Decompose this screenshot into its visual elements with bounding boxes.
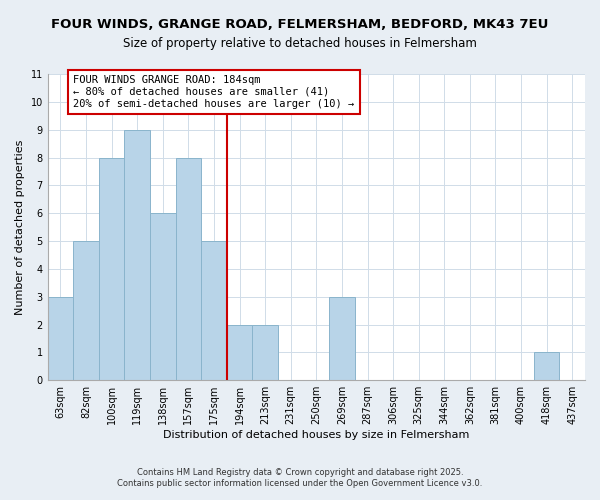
- Bar: [329, 296, 355, 380]
- Bar: [150, 213, 176, 380]
- Text: Contains HM Land Registry data © Crown copyright and database right 2025.
Contai: Contains HM Land Registry data © Crown c…: [118, 468, 482, 487]
- Text: Size of property relative to detached houses in Felmersham: Size of property relative to detached ho…: [123, 38, 477, 51]
- Bar: [176, 158, 201, 380]
- Bar: [253, 324, 278, 380]
- Bar: [99, 158, 124, 380]
- Bar: [534, 352, 559, 380]
- Y-axis label: Number of detached properties: Number of detached properties: [15, 140, 25, 315]
- Bar: [201, 241, 227, 380]
- Bar: [47, 296, 73, 380]
- Bar: [73, 241, 99, 380]
- Text: FOUR WINDS, GRANGE ROAD, FELMERSHAM, BEDFORD, MK43 7EU: FOUR WINDS, GRANGE ROAD, FELMERSHAM, BED…: [52, 18, 548, 30]
- Text: FOUR WINDS GRANGE ROAD: 184sqm
← 80% of detached houses are smaller (41)
20% of : FOUR WINDS GRANGE ROAD: 184sqm ← 80% of …: [73, 76, 355, 108]
- X-axis label: Distribution of detached houses by size in Felmersham: Distribution of detached houses by size …: [163, 430, 470, 440]
- Bar: [227, 324, 253, 380]
- Bar: [124, 130, 150, 380]
